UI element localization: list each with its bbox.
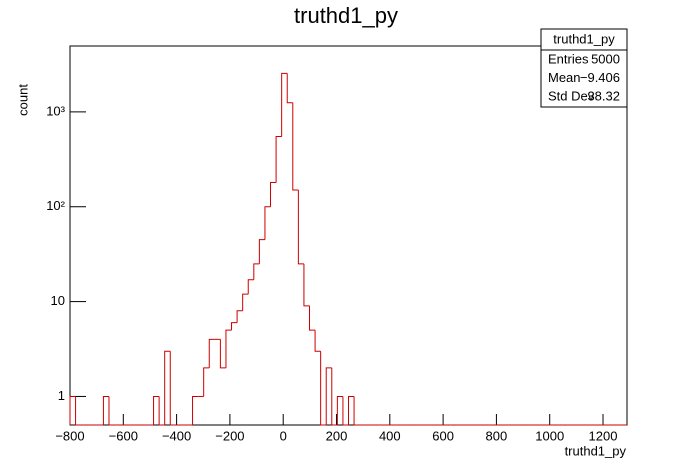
x-tick-label: −800 [55,428,84,443]
histogram-bin [208,338,215,368]
x-tick-label: −400 [162,428,191,443]
histogram-bin [264,206,271,240]
histogram-bin [286,73,293,104]
x-tick-label: 800 [486,428,508,443]
x-tick-label: 1200 [589,428,618,443]
histogram-bin [270,182,277,207]
histogram-bin [192,395,199,425]
stats-label: Mean [548,70,581,85]
histogram-bin [69,395,76,425]
histogram-bin [164,350,171,425]
histogram-bin [297,190,304,265]
histogram-bin [75,396,82,426]
histogram-bin [225,329,232,368]
stats-label: Entries [548,51,589,66]
y-tick-label: 10² [46,198,65,213]
histogram-bin [336,395,343,425]
y-tick-label: 10³ [46,103,65,118]
chart-title: truthd1_py [294,3,398,28]
histogram-bin [353,396,360,426]
x-axis-label: truthd1_py [565,443,627,458]
histogram-bin [102,395,109,425]
histogram-bin [331,367,338,426]
y-tick-label: 1 [58,388,65,403]
stats-frame [540,28,628,108]
histogram-bin [342,396,349,426]
x-tick-label: 400 [379,428,401,443]
stats-value: 5000 [591,51,620,66]
stats-value: 38.32 [587,88,620,103]
histogram-bin [247,279,254,295]
histogram-bin [258,239,265,264]
x-tick-label: 1000 [535,428,564,443]
histogram-bin [108,396,115,426]
histogram-bin [242,293,249,311]
histogram-bin [153,395,160,425]
histogram-bin [325,367,332,425]
histogram-bin [309,305,316,331]
histogram-bin [236,310,243,323]
histogram-bin [303,263,310,307]
histogram-bin [292,102,299,191]
histogram-bin [253,263,260,280]
y-axis-label: count [15,84,30,116]
stats-value: −9.406 [580,70,620,85]
histogram-bin [275,136,282,183]
histogram-bin [281,72,288,137]
histogram-bin [219,339,226,369]
y-tick-label: 10 [51,293,65,308]
histogram-bin [169,351,176,426]
histogram-bin [203,367,210,397]
x-tick-label: 0 [280,428,287,443]
stats-label: Std Dev [548,88,595,103]
x-tick-label: 200 [326,428,348,443]
histogram-bin [348,395,355,425]
x-tick-label: −200 [215,428,244,443]
stats-title: truthd1_py [553,31,615,46]
x-tick-label: −600 [109,428,138,443]
histogram-bin [231,322,238,331]
x-tick-label: 600 [432,428,454,443]
histogram-bin [314,330,321,352]
histogram-bin [320,351,327,426]
histogram-bin [158,396,165,426]
stats-box: truthd1_py [540,28,628,108]
